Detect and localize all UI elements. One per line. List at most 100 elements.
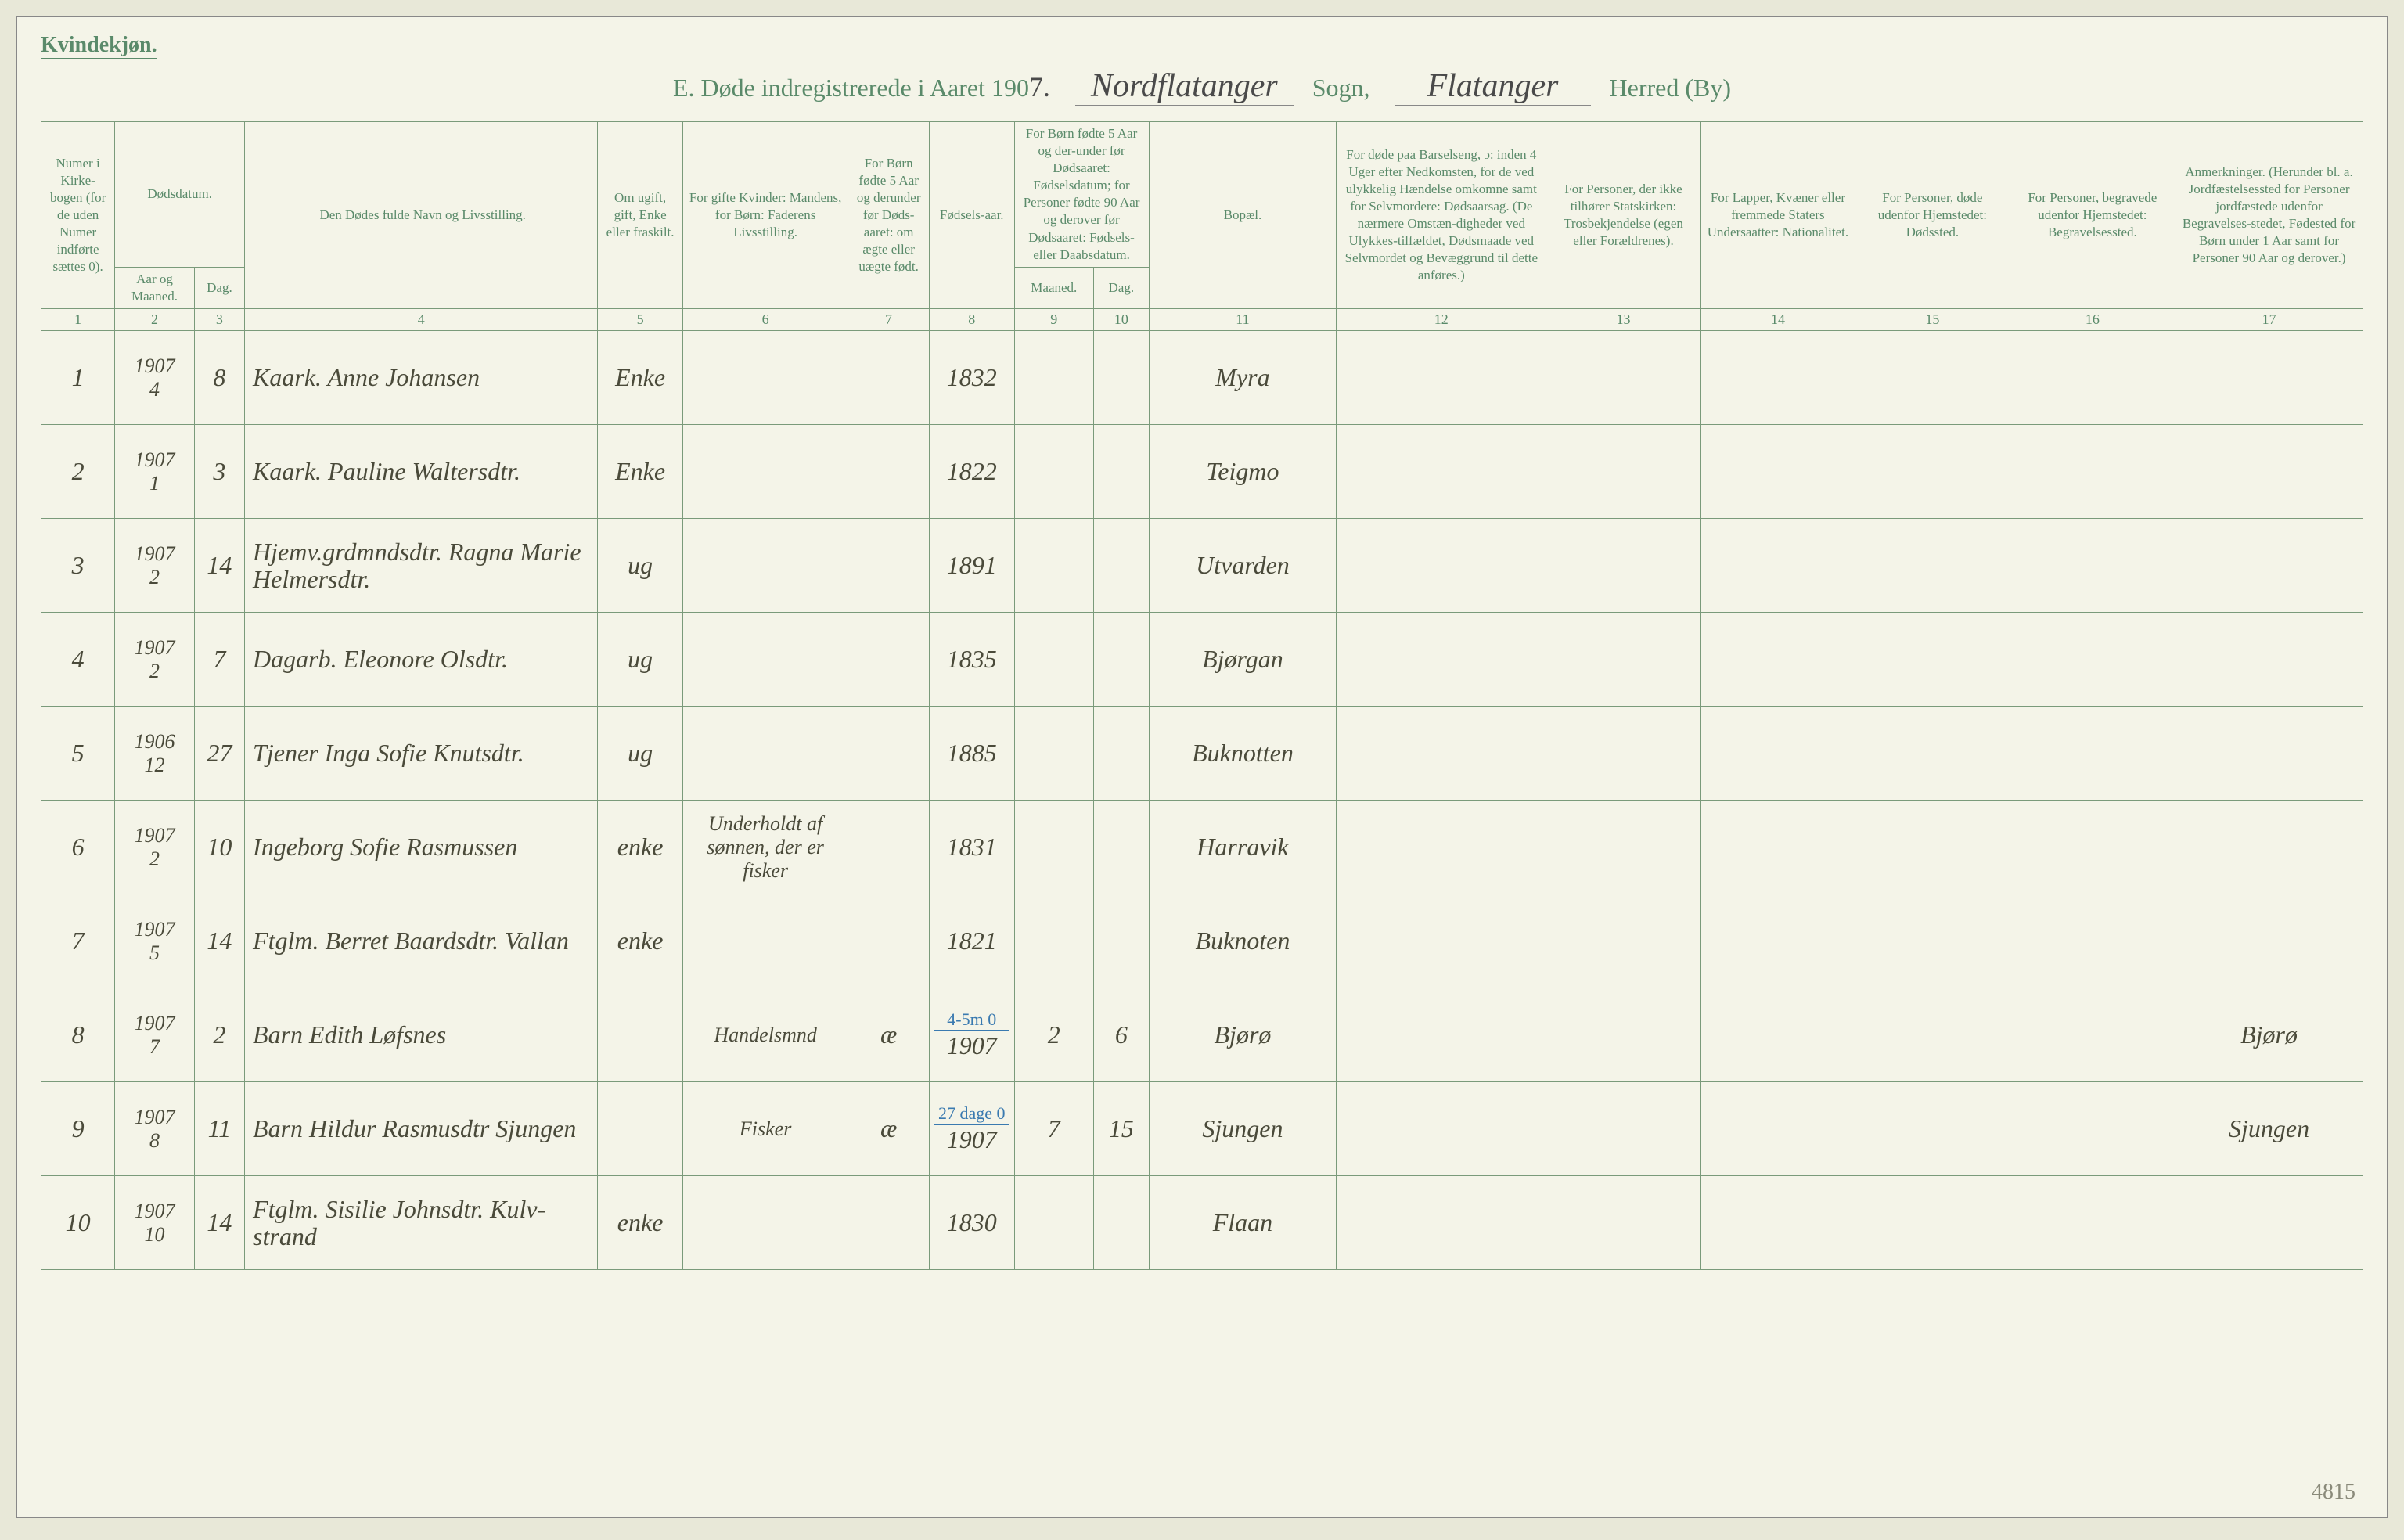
death-month: 10	[145, 1223, 165, 1247]
deceased-name: Dagarb. Eleonore Olsdtr.	[253, 645, 508, 673]
title-prefix: E. Døde indregistrerede i Aaret 190	[673, 74, 1029, 102]
marital-status: enke	[617, 833, 664, 861]
year-suffix: 7.	[1029, 71, 1050, 103]
row-number: 1	[72, 363, 85, 391]
death-month: 4	[149, 378, 160, 401]
father-occupation: Fisker	[740, 1117, 791, 1140]
colnum-5: 5	[598, 308, 683, 330]
death-month: 2	[149, 566, 160, 589]
death-year: 1907	[135, 918, 175, 941]
deceased-name: Ingeborg Sofie Rasmussen	[253, 833, 517, 861]
title-row: E. Døde indregistrerede i Aaret 1907. No…	[41, 67, 2363, 106]
death-day: 7	[213, 645, 225, 673]
row-number: 4	[72, 645, 85, 673]
col-header-8: Fødsels-aar.	[929, 122, 1014, 309]
colnum-11: 11	[1149, 308, 1337, 330]
birth-year: 1835	[947, 645, 997, 673]
colnum-7: 7	[848, 308, 930, 330]
deceased-name: Ftglm. Berret Baardsdtr. Vallan	[253, 927, 569, 955]
col-header-17: Anmerkninger. (Herunder bl. a. Jordfæste…	[2175, 122, 2363, 309]
birth-year: 1832	[947, 363, 997, 391]
birth-year: 1830	[947, 1208, 997, 1236]
birth-day: 6	[1115, 1020, 1128, 1049]
birth-year: 1907	[947, 1125, 997, 1153]
death-day: 14	[207, 551, 232, 579]
legitimacy: æ	[880, 1020, 897, 1049]
death-day: 10	[207, 833, 232, 861]
birth-month: 7	[1048, 1114, 1060, 1142]
header-row-1: Numer i Kirke-bogen (for de uden Numer i…	[41, 122, 2363, 268]
death-month: 12	[145, 754, 165, 777]
col-header-16: For Personer, begravede udenfor Hjemsted…	[2010, 122, 2175, 309]
col-header-13: For Personer, der ikke tilhører Statskir…	[1546, 122, 1700, 309]
gender-label: Kvindekjøn.	[41, 33, 157, 59]
death-month: 5	[149, 941, 160, 965]
col-header-2a: Aar og Maaned.	[115, 267, 195, 308]
marital-status: enke	[617, 1208, 664, 1236]
table-row: 1 1907 4 8 Kaark. Anne Johansen Enke 183…	[41, 331, 2363, 425]
death-year: 1907	[135, 1012, 175, 1035]
residence: Utvarden	[1196, 551, 1290, 579]
deceased-name: Barn Edith Løfsnes	[253, 1020, 446, 1049]
marital-status: Enke	[615, 363, 665, 391]
register-table: Numer i Kirke-bogen (for de uden Numer i…	[41, 121, 2363, 1270]
table-row: 2 1907 1 3 Kaark. Pauline Waltersdtr. En…	[41, 425, 2363, 519]
residence: Sjungen	[1202, 1114, 1283, 1142]
father-occupation: Underholdt af sønnen, der er fisker	[707, 812, 823, 882]
table-row: 10 1907 10 14 Ftglm. Sisilie Johnsdtr. K…	[41, 1176, 2363, 1270]
sogn-label: Sogn,	[1312, 74, 1370, 102]
table-body: 1 1907 4 8 Kaark. Anne Johansen Enke 183…	[41, 331, 2363, 1270]
death-day: 8	[213, 363, 225, 391]
col-header-15: For Personer, døde udenfor Hjemstedet: D…	[1855, 122, 2010, 309]
deceased-name: Hjemv.grdmndsdtr. Ragna Marie Helmersdtr…	[253, 538, 581, 593]
death-day: 27	[207, 739, 232, 767]
marital-status: ug	[628, 551, 653, 579]
col-header-9-10: For Børn fødte 5 Aar og der-under før Dø…	[1014, 122, 1149, 268]
death-day: 14	[207, 927, 232, 955]
death-year: 1907	[135, 354, 175, 378]
birth-year: 1821	[947, 927, 997, 955]
table-row: 5 1906 12 27 Tjener Inga Sofie Knutsdtr.…	[41, 707, 2363, 801]
table-row: 7 1907 5 14 Ftglm. Berret Baardsdtr. Val…	[41, 894, 2363, 988]
colnum-1: 1	[41, 308, 115, 330]
legitimacy: æ	[880, 1114, 897, 1142]
colnum-8: 8	[929, 308, 1014, 330]
table-row: 6 1907 2 10 Ingeborg Sofie Rasmussen enk…	[41, 801, 2363, 894]
col-header-6: For gifte Kvinder: Mandens, for Børn: Fa…	[682, 122, 848, 309]
corner-note: 4815	[2312, 1480, 2355, 1505]
colnum-17: 17	[2175, 308, 2363, 330]
remarks: Bjørø	[2240, 1020, 2298, 1049]
deceased-name: Ftglm. Sisilie Johnsdtr. Kulv-strand	[253, 1195, 545, 1250]
death-month: 1	[149, 472, 160, 495]
death-year: 1907	[135, 1106, 175, 1129]
death-year: 1907	[135, 636, 175, 660]
death-year: 1906	[135, 730, 175, 754]
colnum-6: 6	[682, 308, 848, 330]
death-year: 1907	[135, 824, 175, 847]
death-month: 8	[149, 1129, 160, 1153]
colnum-14: 14	[1700, 308, 1855, 330]
blue-annotation: 4-5m 0	[934, 1009, 1009, 1031]
birth-month: 2	[1048, 1020, 1060, 1049]
row-number: 2	[72, 457, 85, 485]
residence: Buknoten	[1196, 927, 1290, 955]
register-page: Kvindekjøn. E. Døde indregistrerede i Aa…	[16, 16, 2388, 1518]
row-number: 8	[72, 1020, 85, 1049]
deceased-name: Kaark. Pauline Waltersdtr.	[253, 457, 520, 485]
row-number: 10	[66, 1208, 91, 1236]
row-number: 3	[72, 551, 85, 579]
deceased-name: Kaark. Anne Johansen	[253, 363, 480, 391]
death-year: 1907	[135, 1200, 175, 1223]
death-day: 2	[213, 1020, 225, 1049]
herred-value: Flatanger	[1395, 67, 1591, 106]
col-header-4: Den Dødes fulde Navn og Livsstilling.	[245, 122, 598, 309]
col-header-1: Numer i Kirke-bogen (for de uden Numer i…	[41, 122, 115, 309]
birth-day: 15	[1109, 1114, 1134, 1142]
death-month: 7	[149, 1035, 160, 1059]
marital-status: enke	[617, 927, 664, 955]
colnum-4: 4	[245, 308, 598, 330]
col-header-14: For Lapper, Kvæner eller fremmede Stater…	[1700, 122, 1855, 309]
death-year: 1907	[135, 542, 175, 566]
residence: Buknotten	[1192, 739, 1294, 767]
col-header-7: For Børn fødte 5 Aar og derunder før Død…	[848, 122, 930, 309]
